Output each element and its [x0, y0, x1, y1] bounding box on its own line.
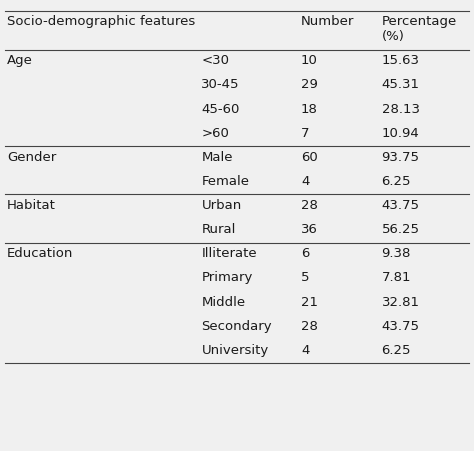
- Text: Urban: Urban: [201, 199, 242, 212]
- Text: 4: 4: [301, 175, 310, 188]
- Text: Male: Male: [201, 151, 233, 164]
- Text: 36: 36: [301, 223, 318, 236]
- Text: 29: 29: [301, 78, 318, 92]
- Text: Gender: Gender: [7, 151, 56, 164]
- Text: Number: Number: [301, 15, 355, 28]
- Text: 56.25: 56.25: [382, 223, 419, 236]
- Text: Percentage
(%): Percentage (%): [382, 15, 457, 43]
- Text: 6: 6: [301, 247, 310, 260]
- Text: 45.31: 45.31: [382, 78, 419, 92]
- Text: 6.25: 6.25: [382, 175, 411, 188]
- Text: 60: 60: [301, 151, 318, 164]
- Text: 6.25: 6.25: [382, 344, 411, 357]
- Text: 93.75: 93.75: [382, 151, 419, 164]
- Text: 45-60: 45-60: [201, 102, 240, 115]
- Text: 43.75: 43.75: [382, 320, 419, 333]
- Text: 9.38: 9.38: [382, 247, 411, 260]
- Text: University: University: [201, 344, 269, 357]
- Text: 21: 21: [301, 295, 318, 308]
- Text: Primary: Primary: [201, 272, 253, 285]
- Text: 10.94: 10.94: [382, 127, 419, 140]
- Text: 10: 10: [301, 54, 318, 67]
- Text: 28: 28: [301, 320, 318, 333]
- Text: Habitat: Habitat: [7, 199, 56, 212]
- Text: Socio-demographic features: Socio-demographic features: [7, 15, 195, 28]
- Text: <30: <30: [201, 54, 229, 67]
- Text: Middle: Middle: [201, 295, 246, 308]
- Text: >60: >60: [201, 127, 229, 140]
- Text: 4: 4: [301, 344, 310, 357]
- Text: 18: 18: [301, 102, 318, 115]
- Text: 7: 7: [301, 127, 310, 140]
- Text: Illiterate: Illiterate: [201, 247, 257, 260]
- Text: Secondary: Secondary: [201, 320, 272, 333]
- Text: 32.81: 32.81: [382, 295, 419, 308]
- Text: Age: Age: [7, 54, 33, 67]
- Text: Education: Education: [7, 247, 73, 260]
- Text: Female: Female: [201, 175, 249, 188]
- Text: 30-45: 30-45: [201, 78, 240, 92]
- Text: 28.13: 28.13: [382, 102, 419, 115]
- Text: 15.63: 15.63: [382, 54, 419, 67]
- Text: 28: 28: [301, 199, 318, 212]
- Text: 5: 5: [301, 272, 310, 285]
- Text: Rural: Rural: [201, 223, 236, 236]
- Text: 43.75: 43.75: [382, 199, 419, 212]
- Text: 7.81: 7.81: [382, 272, 411, 285]
